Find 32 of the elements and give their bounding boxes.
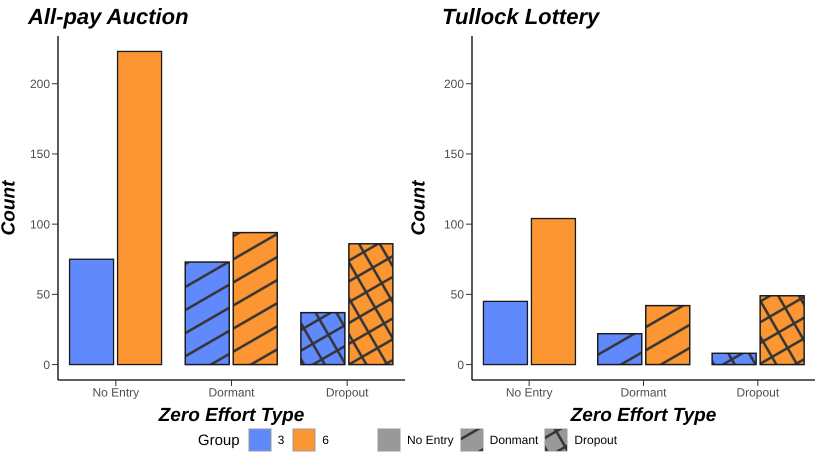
x-tick-label: Dormant [208,386,256,400]
y-axis-title: Count [408,180,430,236]
y-tick-label: 200 [30,77,50,91]
x-tick-label: Dropout [736,386,780,400]
text: Donmant [490,433,538,447]
y-tick-label: 0 [43,358,50,372]
legend-title: Group [198,432,240,448]
y-tick-label: 50 [450,288,464,302]
y-tick-label: 150 [30,147,50,162]
y-tick-label: 100 [444,217,464,232]
x-axis-title: Zero Effort Type [570,405,717,426]
text: No Entry [406,433,454,447]
chart-title: All-pay Auction [28,4,189,30]
bar [68,258,114,366]
x-axis-title: Zero Effort Type [158,405,305,426]
text: Dropout [574,433,618,447]
x-tick-label: No Entry [506,386,553,400]
bar [116,50,162,366]
bar [482,300,528,366]
y-tick-label: 50 [36,288,50,302]
chart-title: Tullock Lottery [442,4,600,30]
y-axis-title: Count [0,180,20,236]
y-tick-label: 0 [457,358,464,372]
legend-label: 6 [322,433,329,447]
y-tick-label: 150 [444,147,464,162]
x-tick-label: Dormant [620,386,668,400]
y-tick-label: 200 [444,77,464,91]
bar [530,218,576,366]
x-tick-label: Dropout [326,386,370,400]
x-tick-label: No Entry [92,386,140,400]
legend-label: 3 [278,433,284,447]
y-tick-label: 100 [30,217,50,232]
